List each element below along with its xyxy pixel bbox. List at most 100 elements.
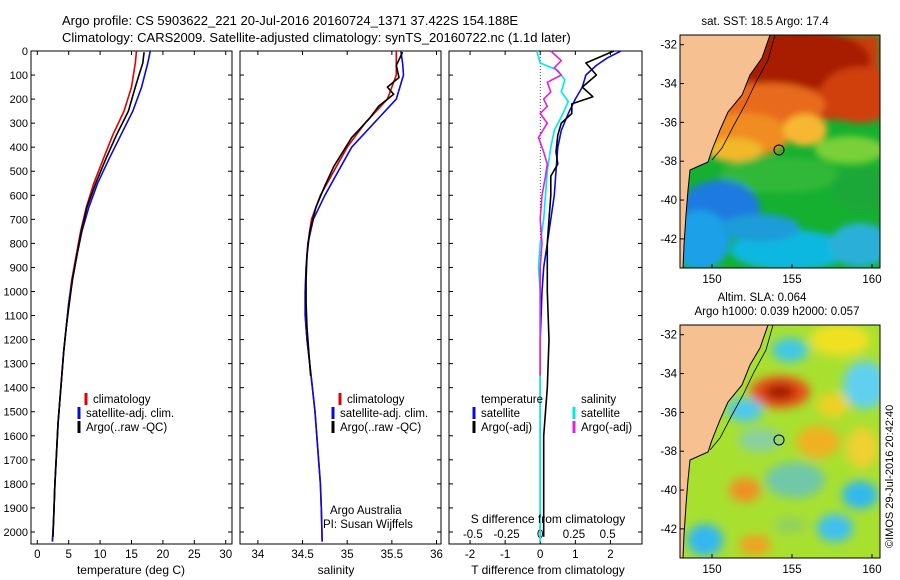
map-lon-label: 160: [862, 564, 881, 576]
depth-tick-label: 1600: [4, 431, 28, 443]
x-tick-label: 35.5: [381, 549, 403, 561]
temperature-x-label: temperature (deg C): [77, 563, 185, 577]
depth-tick-label: 200: [10, 94, 28, 106]
sla-map-axes: 150 155 160 -32 -34 -36 -38 -40 -42: [660, 330, 881, 576]
difference-plot: -2 -1 0 1 2-0.5 -0.25 0 0.25 0.5: [449, 50, 642, 561]
s-difference-x-label: S difference from climatology: [471, 512, 626, 526]
depth-tick-label: 600: [10, 190, 28, 202]
x-tick-label: 10: [94, 549, 107, 561]
legend-label-satellite: satellite-adj. clim.: [86, 408, 174, 420]
map-lat-label: -34: [660, 79, 677, 91]
depth-tick-label: 1700: [4, 455, 28, 467]
map-lat-label: -42: [660, 524, 677, 536]
series-line-s-argo-adj: [537, 50, 563, 376]
depth-tick-label: 1100: [4, 311, 28, 323]
depth-tick-label: 500: [10, 166, 28, 178]
x-tick-label: 0: [537, 549, 543, 561]
depth-tick-label: 1300: [4, 359, 28, 371]
sla-float-marker: [773, 434, 785, 446]
x-tick-label: 25: [188, 549, 201, 561]
legend-label-argo: Argo(..raw -QC): [86, 422, 167, 434]
s-diff-tick-label: 0.25: [563, 529, 585, 541]
depth-tick-label: 0: [22, 46, 28, 58]
depth-tick-label: 300: [10, 118, 28, 130]
x-tick-label: -2: [465, 549, 475, 561]
legend-label-climatology: climatology: [347, 394, 405, 406]
legend-label-t-argo: Argo(-adj): [481, 422, 532, 434]
map-lon-label: 155: [782, 274, 801, 286]
s-diff-tick-label: 0.5: [600, 529, 616, 541]
depth-tick-label: 100: [10, 70, 28, 82]
map-lon-label: 155: [782, 564, 801, 576]
sst-map-title: sat. SST: 18.5 Argo: 17.4: [701, 16, 829, 28]
depth-tick-label: 1000: [4, 286, 28, 298]
x-tick-label: 20: [157, 549, 170, 561]
x-tick-label: 5: [65, 549, 71, 561]
x-tick-label: 15: [125, 549, 138, 561]
map-lat-label: -36: [660, 407, 677, 419]
sla-map-title-2: Argo h1000: 0.039 h2000: 0.057: [695, 306, 860, 318]
depth-tick-label: 800: [10, 238, 28, 250]
x-tick-label: -1: [500, 549, 510, 561]
salinity-x-label: salinity: [318, 563, 355, 577]
x-tick-label: 2: [607, 549, 613, 561]
map-lat-label: -40: [660, 485, 677, 497]
depth-axis: 0 100 200 300 400 500 600 700 800 900 1000 1100 1200…: [4, 46, 28, 539]
s-diff-tick-label: -0.25: [493, 529, 519, 541]
legend-label-s-satellite: satellite: [581, 408, 620, 420]
x-tick-label: 1: [572, 549, 578, 561]
sla-isobath: [709, 325, 774, 451]
series-line-t-argo-adj: [542, 50, 615, 537]
depth-tick-label: 400: [10, 142, 28, 154]
depth-tick-label: 1200: [4, 335, 28, 347]
series-line-satellite-adj-clim: [304, 50, 405, 542]
x-tick-label: 36: [430, 549, 443, 561]
sst-map: [680, 35, 880, 268]
sla-land-mass: [680, 325, 769, 558]
legend-label-s-argo: Argo(-adj): [581, 422, 632, 434]
sst-map-frame: [679, 34, 881, 269]
sla-map-title-1: Altim. SLA: 0.064: [718, 292, 807, 304]
depth-tick-label: 700: [10, 214, 28, 226]
sla-field: [687, 325, 880, 556]
map-lon-label: 150: [702, 274, 721, 286]
sla-map: [680, 325, 880, 558]
depth-tick-label: 1400: [4, 383, 28, 395]
temperature-plot: 0 5 10 15 20 25 30: [31, 50, 232, 561]
sst-isobath: [711, 35, 776, 161]
map-lat-label: -32: [660, 40, 677, 52]
difference-legend: temperature satellite Argo(-adj) salinit…: [472, 394, 632, 434]
map-lon-label: 160: [862, 274, 881, 286]
series-line-argo-raw-qc: [305, 51, 404, 376]
salinity-panel-frame: [239, 50, 442, 545]
map-lon-label: 150: [702, 564, 721, 576]
sst-land-mass: [680, 35, 771, 268]
difference-panel-frame: [448, 50, 643, 545]
legend-label-argo: Argo(..raw -QC): [340, 422, 421, 434]
x-tick-label: 34: [251, 549, 264, 561]
temperature-panel-frame: [30, 50, 233, 545]
series-line-climatology: [51, 50, 138, 542]
legend-label-t-satellite: satellite: [481, 408, 520, 420]
header-line-2: Climatology: CARS2009. Satellite-adjuste…: [62, 30, 571, 45]
salinity-plot: 34 34.5 35 35.5 36: [240, 50, 443, 561]
legend-label-satellite: satellite-adj. clim.: [340, 408, 428, 420]
map-lat-label: -38: [660, 446, 677, 458]
map-lat-label: -36: [660, 117, 677, 129]
sst-map-axes: 150 155 160 -32 -34 -36 -38 -40 -42: [660, 40, 881, 286]
depth-tick-label: 900: [10, 262, 28, 274]
x-tick-label: 34.5: [291, 549, 313, 561]
depth-tick-label: 1900: [4, 503, 28, 515]
legend-label-climatology: climatology: [93, 394, 151, 406]
map-lat-label: -38: [660, 156, 677, 168]
temperature-legend: climatology satellite-adj. clim. Argo(..…: [77, 393, 174, 434]
sst-float-marker: [773, 144, 785, 156]
t-difference-x-label: T difference from climatology: [471, 563, 625, 577]
credit-note-line-2: PI: Susan Wijffels: [323, 519, 413, 531]
series-line-argo-raw-qc: [52, 52, 145, 537]
header-line-1: Argo profile: CS 5903622_221 20-Jul-2016…: [62, 13, 518, 28]
map-lat-label: -32: [660, 330, 677, 342]
depth-tick-label: 2000: [4, 527, 28, 539]
